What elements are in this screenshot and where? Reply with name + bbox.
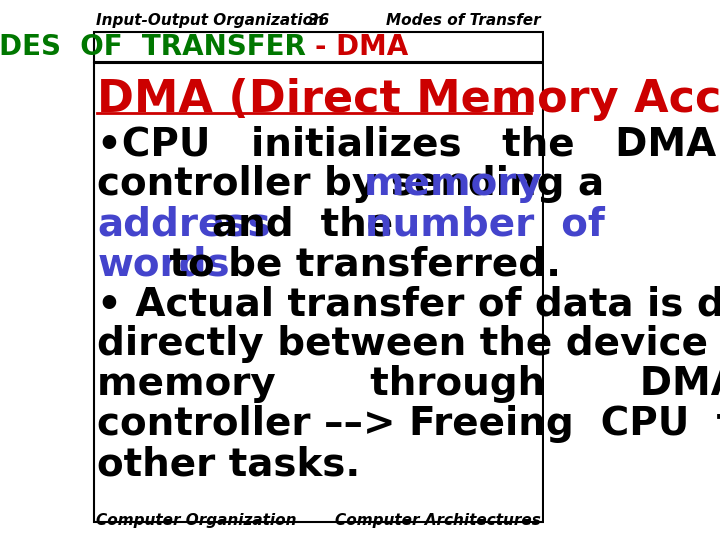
Text: DMA (Direct Memory Access): DMA (Direct Memory Access) [97,78,720,121]
Text: Modes of Transfer: Modes of Transfer [386,13,541,28]
Text: 36: 36 [307,13,329,28]
Text: •CPU   initializes   the   DMA: •CPU initializes the DMA [97,125,716,163]
Text: Input-Output Organization: Input-Output Organization [96,13,323,28]
Text: Computer Organization: Computer Organization [96,513,296,528]
Text: memory       through       DMA: memory through DMA [97,365,720,403]
Text: memory: memory [364,165,542,203]
Text: number  of: number of [338,205,605,243]
FancyBboxPatch shape [94,63,543,522]
Text: controller ––> Freeing  CPU  for: controller ––> Freeing CPU for [97,405,720,443]
Text: address: address [97,205,271,243]
Text: other tasks.: other tasks. [97,445,361,483]
Text: • Actual transfer of data is done: • Actual transfer of data is done [97,285,720,323]
Text: - DMA: - DMA [315,33,408,61]
FancyBboxPatch shape [94,32,543,62]
Text: and  the: and the [184,205,392,243]
Text: words: words [97,245,230,283]
Text: to be transferred.: to be transferred. [156,245,562,283]
Text: controller by sending a: controller by sending a [97,165,618,203]
Text: directly between the device and: directly between the device and [97,325,720,363]
Text: Computer Architectures: Computer Architectures [335,513,541,528]
Text: MODES  OF  TRANSFER: MODES OF TRANSFER [0,33,315,61]
